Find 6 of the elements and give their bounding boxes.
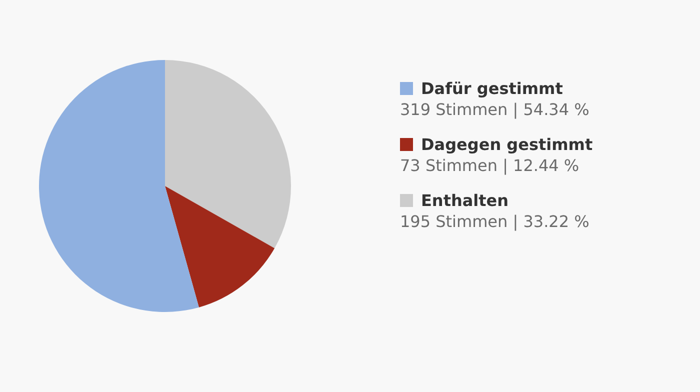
legend-label: Dafür gestimmt [421, 78, 563, 99]
data-label: 319 Stimmen | 54.34 % [400, 99, 590, 120]
legend-label: Dagegen gestimmt [421, 134, 593, 155]
data-label: 73 Stimmen | 12.44 % [400, 155, 580, 176]
legend-label: Enthalten [421, 190, 509, 211]
data-label: 195 Stimmen | 33.22 % [400, 211, 590, 232]
